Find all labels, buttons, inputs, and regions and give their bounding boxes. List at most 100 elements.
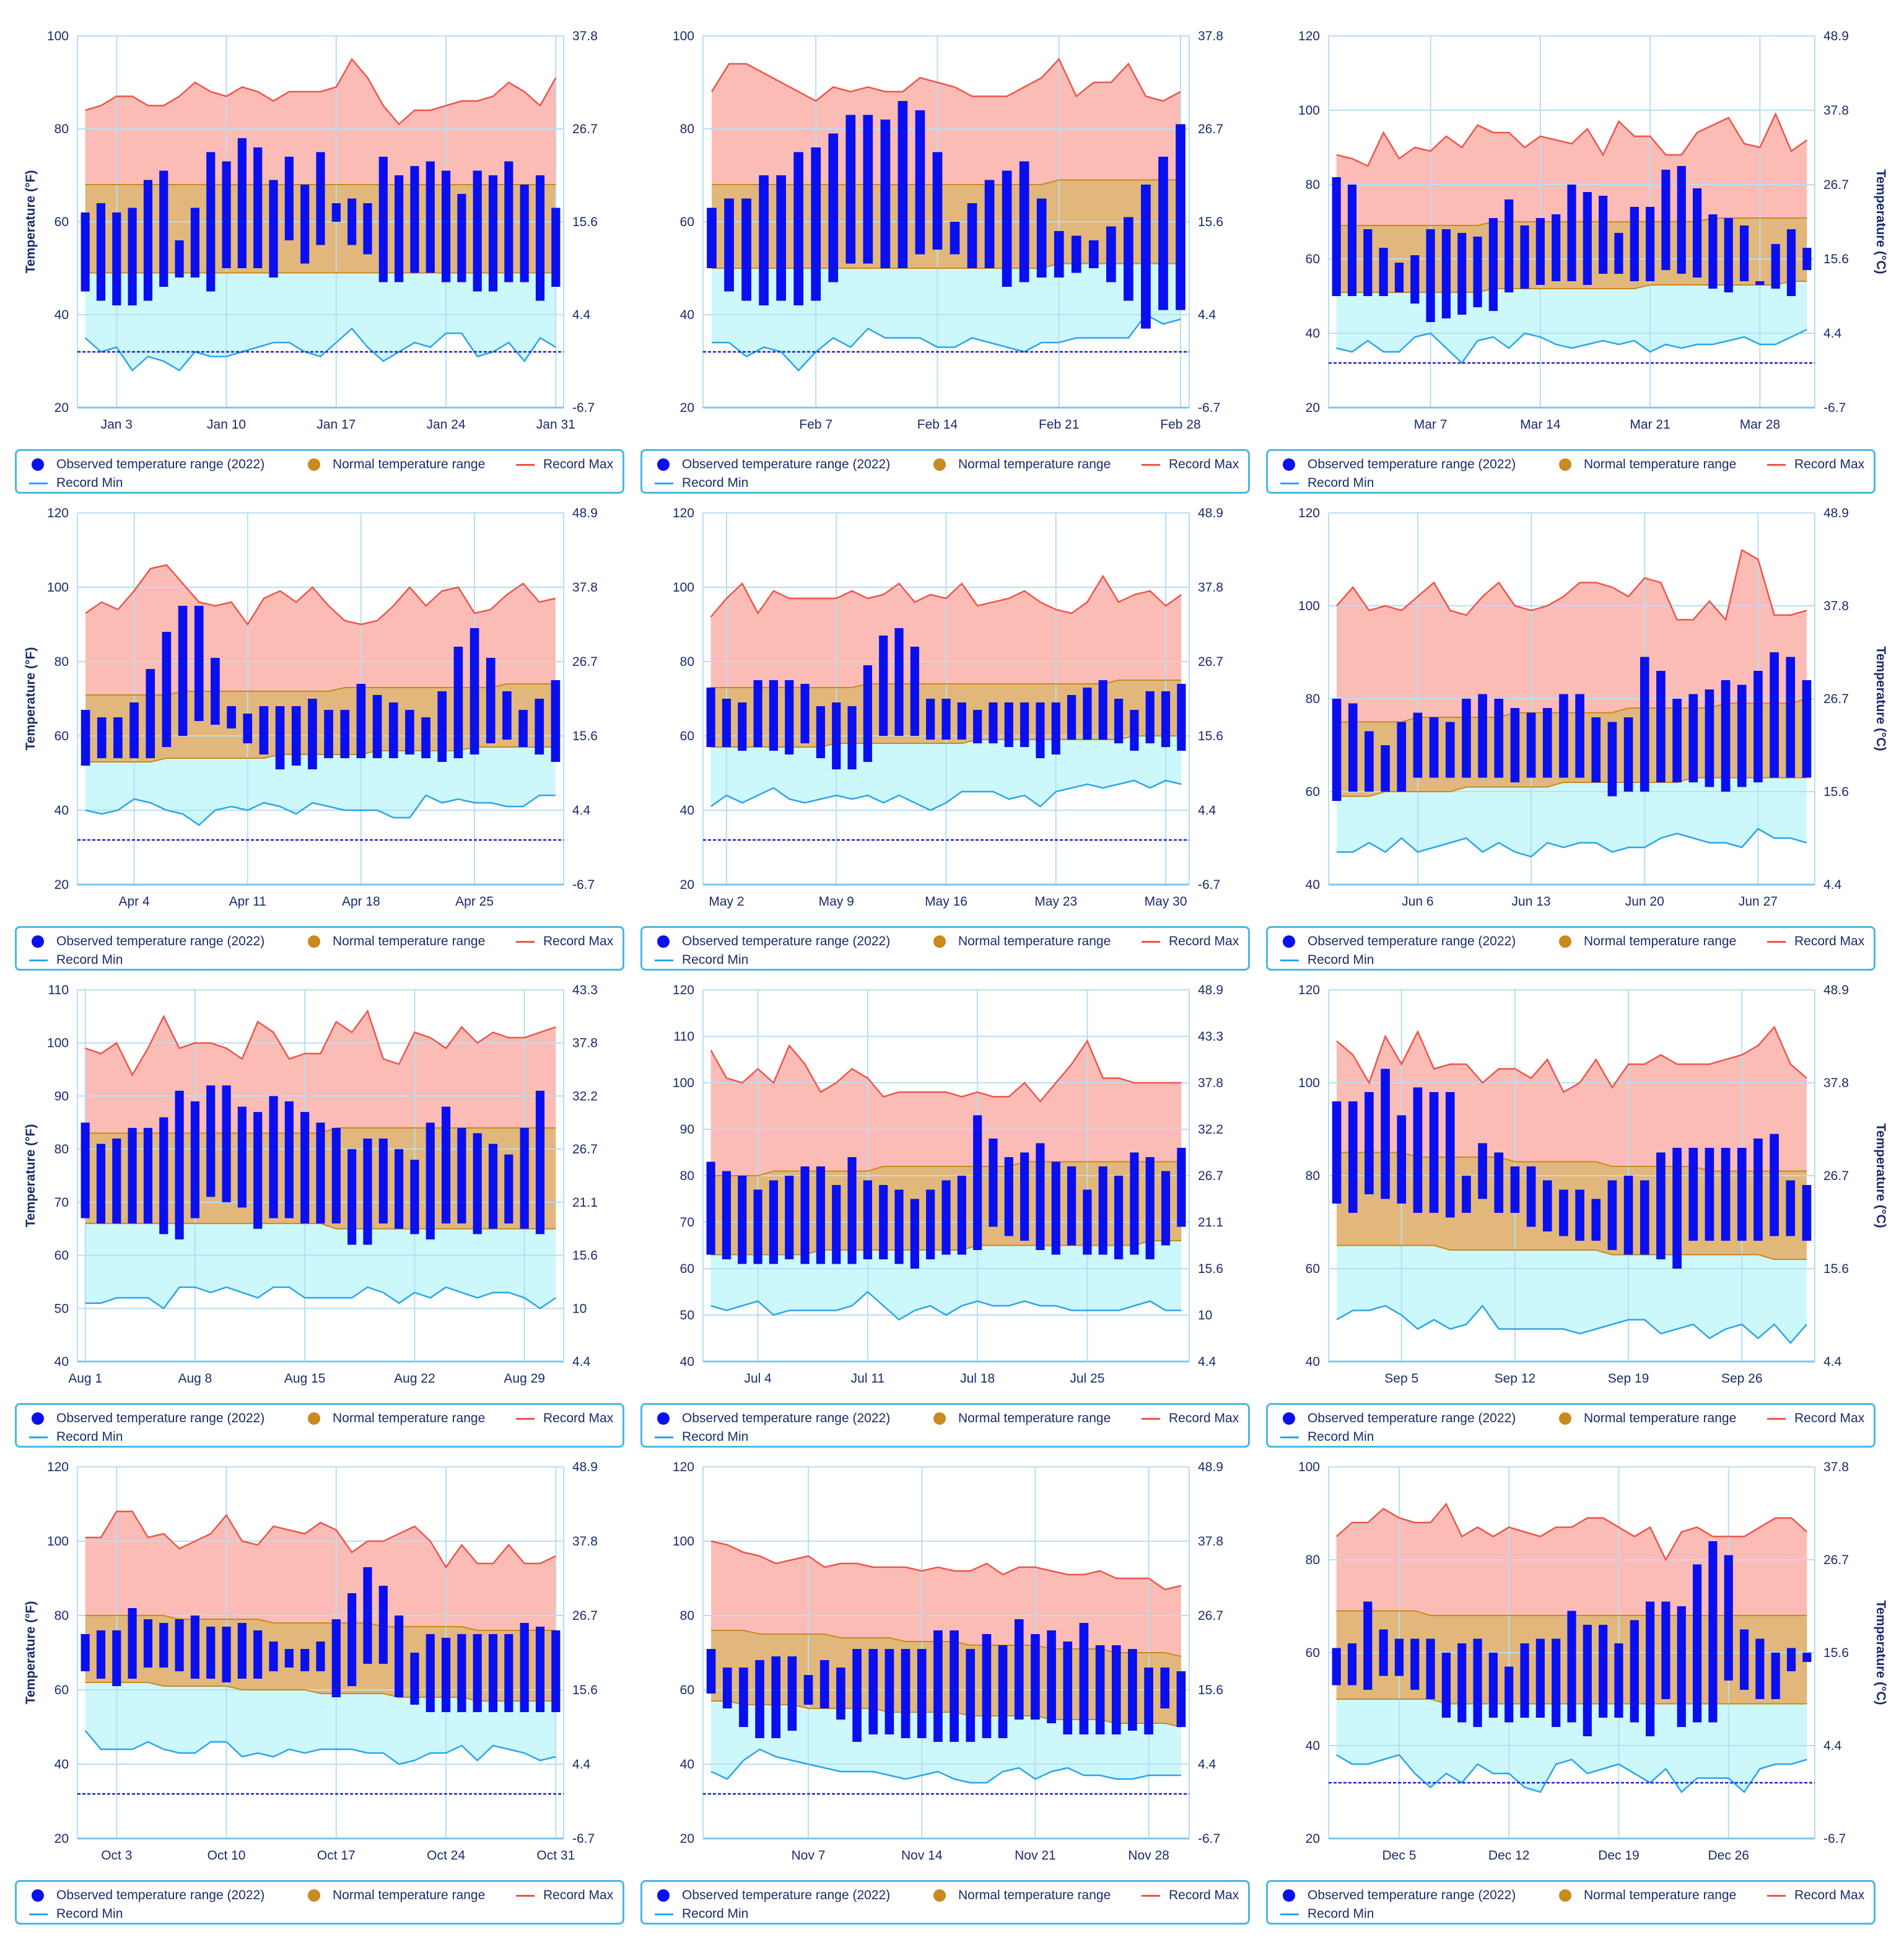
chart-panel-dec: 20 -6.7 40 4.4 60 15.6 80 26.7 100 37.8 Dec 5 Dec 1… xyxy=(1264,1443,1898,1931)
y-tick-left: 40 xyxy=(55,803,69,818)
observed-bar xyxy=(847,1157,857,1264)
record-max-line-icon xyxy=(1142,1418,1160,1420)
observed-bar xyxy=(331,1127,341,1224)
normal-dot-icon xyxy=(308,935,320,948)
y-tick-right: 37.8 xyxy=(572,1534,598,1549)
y-tick-left: 40 xyxy=(1306,1739,1320,1753)
x-tick-label: Jul 25 xyxy=(1070,1371,1104,1386)
x-tick-label: Jun 13 xyxy=(1512,894,1551,909)
observed-bar xyxy=(1640,657,1649,792)
observed-bar xyxy=(1478,694,1487,778)
y-tick-right: -6.7 xyxy=(1198,878,1220,892)
observed-bar xyxy=(1504,1666,1514,1723)
observed-bar xyxy=(1445,722,1455,778)
observed-bar xyxy=(395,1149,404,1229)
x-tick-label: May 30 xyxy=(1145,894,1187,909)
observed-bar xyxy=(1130,710,1139,751)
observed-bar xyxy=(894,628,904,736)
observed-bar xyxy=(1036,702,1045,758)
observed-bar xyxy=(973,710,982,743)
record-min-line-icon xyxy=(1280,1436,1299,1438)
y-tick-left: 110 xyxy=(674,1030,694,1044)
record-max-line xyxy=(710,58,1181,102)
x-tick-label: Oct 31 xyxy=(536,1848,575,1863)
y-tick-left: 60 xyxy=(680,215,694,229)
observed-bar xyxy=(832,702,841,769)
y-axis-title-left: Temperature (°F) xyxy=(24,170,38,274)
observed-bar xyxy=(957,1176,966,1255)
record-min-line xyxy=(710,1290,1182,1321)
x-tick-label: Mar 21 xyxy=(1630,418,1670,432)
observed-bar xyxy=(1753,1139,1763,1241)
observed-bar xyxy=(347,1149,357,1245)
record-min-area xyxy=(1337,1245,1807,1343)
observed-bar xyxy=(469,628,479,754)
observed-bar xyxy=(113,717,123,758)
y-tick-left: 40 xyxy=(55,308,69,322)
observed-bar xyxy=(269,1096,278,1218)
y-tick-left: 60 xyxy=(1306,252,1320,266)
observed-bar xyxy=(1002,170,1012,287)
chart-svg-mar: 20 -6.7 40 4.4 60 15.6 80 26.7 100 37.8 120 48.9 Mar… xyxy=(1298,29,1888,432)
x-tick-label: May 16 xyxy=(925,894,967,909)
observed-bar xyxy=(1724,218,1733,292)
y-tick-right: 48.9 xyxy=(1198,1460,1223,1474)
record-min-area xyxy=(85,747,556,825)
record-max-line-icon xyxy=(516,1418,535,1420)
observed-bar xyxy=(504,161,513,282)
observed-bar xyxy=(1721,1148,1731,1241)
observed-bar xyxy=(457,1127,466,1224)
normal-dot-icon xyxy=(933,458,946,471)
observed-bar xyxy=(1036,1143,1045,1250)
y-axis-title-left: Temperature (°F) xyxy=(24,1124,38,1228)
y-tick-left: 60 xyxy=(680,1683,694,1697)
record-min-line-icon xyxy=(655,960,673,961)
y-axis-title-left: Temperature (°F) xyxy=(24,1601,38,1705)
y-tick-right: 15.6 xyxy=(572,215,598,229)
observed-bar xyxy=(388,702,398,758)
observed-bar xyxy=(1771,1653,1780,1699)
observed-bar xyxy=(237,1623,247,1679)
observed-bar xyxy=(378,1586,388,1664)
x-tick-label: Apr 18 xyxy=(342,894,380,909)
observed-bar xyxy=(739,1668,748,1727)
observed-bar xyxy=(284,1101,294,1218)
observed-bar xyxy=(1802,680,1812,778)
y-tick-left: 20 xyxy=(55,401,69,415)
observed-dot-icon xyxy=(1283,1889,1295,1902)
chart-panel-apr: 20 -6.7 40 4.4 60 15.6 80 26.7 100 37.8 120 48.9 Apr… xyxy=(12,489,647,977)
observed-bar xyxy=(722,699,731,747)
observed-bar xyxy=(1177,684,1186,751)
record-min-area xyxy=(710,1241,1182,1320)
y-tick-right: 48.9 xyxy=(1198,506,1223,520)
observed-bar xyxy=(1599,196,1608,274)
y-tick-right: -6.7 xyxy=(1823,1832,1846,1846)
chart-panel-oct: 20 -6.7 40 4.4 60 15.6 80 26.7 100 37.8 120 48.9 Oct… xyxy=(12,1443,647,1931)
observed-bar xyxy=(316,152,325,245)
chart-svg-sep: 40 4.4 60 15.6 80 26.7 100 37.8 120 48.9 Sep 5 Sep … xyxy=(1298,983,1888,1386)
y-tick-right: 4.4 xyxy=(1823,878,1842,892)
y-tick-left: 40 xyxy=(680,1757,694,1772)
y-tick-left: 20 xyxy=(1306,1832,1320,1846)
observed-bar xyxy=(1426,1638,1435,1699)
observed-bar xyxy=(300,185,310,264)
y-tick-left: 120 xyxy=(673,506,694,520)
observed-bar xyxy=(96,1630,106,1679)
y-tick-left: 50 xyxy=(55,1301,69,1316)
observed-bar xyxy=(1559,1189,1568,1236)
observed-bar xyxy=(1755,281,1765,285)
observed-bar xyxy=(1014,1619,1024,1720)
observed-bar xyxy=(488,175,498,292)
y-tick-left: 40 xyxy=(55,1757,69,1772)
record-min-line xyxy=(84,1730,556,1765)
observed-bar xyxy=(722,1668,732,1708)
legend-aug: Observed temperature range (2022) Normal… xyxy=(15,1403,624,1448)
observed-bar xyxy=(1623,1176,1633,1255)
observed-bar xyxy=(1688,694,1698,782)
y-tick-right: 15.6 xyxy=(572,729,598,743)
observed-bar xyxy=(1708,1541,1718,1723)
y-tick-left: 80 xyxy=(1306,178,1320,192)
observed-bar xyxy=(1106,226,1116,282)
observed-bar xyxy=(1051,702,1060,754)
normal-dot-icon xyxy=(933,935,946,948)
